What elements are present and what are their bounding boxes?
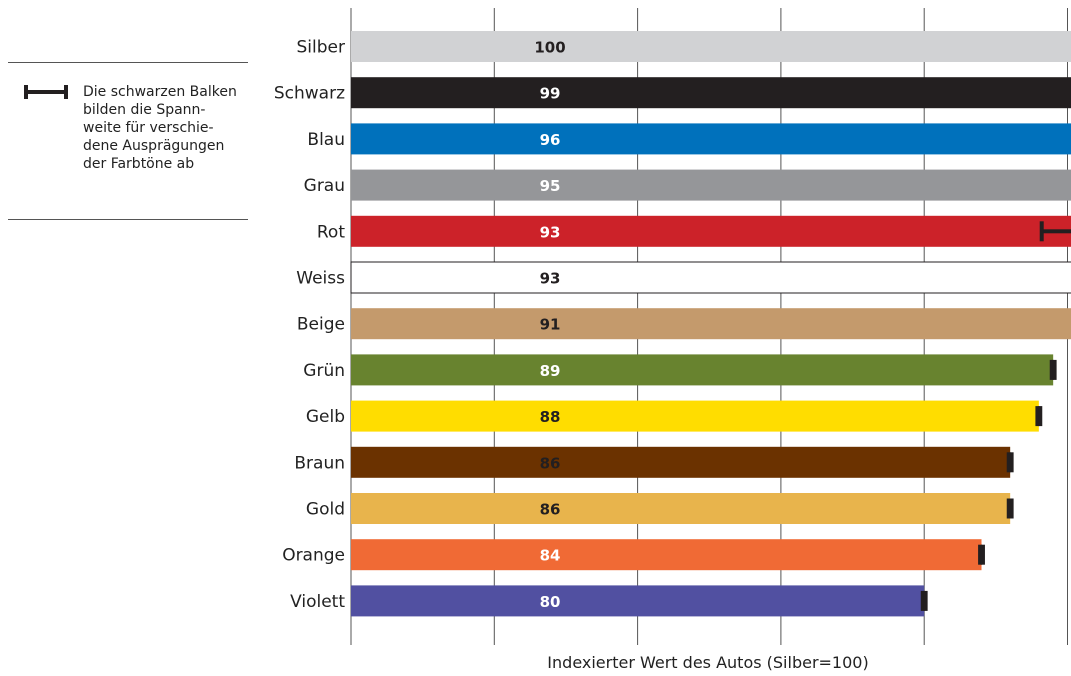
category-label: Gold: [306, 500, 345, 520]
range-cap: [1006, 498, 1011, 519]
range-cap: [1035, 406, 1040, 427]
range-cap: [1009, 498, 1014, 519]
range-cap: [980, 544, 985, 565]
bar: [351, 354, 1054, 386]
range-cap: [978, 544, 983, 565]
category-label: Beige: [297, 315, 345, 335]
legend-line: dene Ausprägungen: [83, 138, 225, 154]
bar: [351, 31, 1071, 62]
range-cap: [1039, 221, 1044, 242]
value-label: 96: [540, 131, 561, 149]
bar: [351, 77, 1071, 109]
legend-line: der Farbtöne ab: [83, 156, 195, 172]
bar: [351, 123, 1071, 155]
category-label: Schwarz: [274, 84, 345, 104]
category-labels: Silber Schwarz Blau Grau Rot Weiss Beige Grün Ge…: [274, 38, 345, 612]
value-label: 89: [540, 362, 561, 380]
value-label: 93: [540, 270, 561, 288]
range-bar-icon: [24, 85, 68, 99]
value-label: 91: [540, 316, 561, 334]
value-label: 88: [540, 408, 561, 426]
range-cap: [923, 590, 928, 611]
legend-text: Die schwarzen Balken bilden die Spann- w…: [83, 83, 248, 173]
range-cap: [1049, 359, 1054, 380]
bar: [351, 539, 982, 571]
value-label: 86: [540, 501, 561, 519]
range-legend: Die schwarzen Balken bilden die Spann- w…: [8, 62, 248, 220]
value-label: 100: [534, 39, 565, 57]
value-label: 84: [540, 547, 561, 565]
category-label: Gelb: [306, 407, 345, 427]
category-label: Weiss: [296, 269, 345, 289]
category-label: Orange: [282, 546, 345, 566]
legend-line: weite für verschie-: [83, 120, 214, 136]
value-label: 86: [540, 454, 561, 472]
range-cap: [920, 590, 925, 611]
bar: [351, 446, 1011, 478]
range-bar: [1041, 229, 1071, 234]
bar: [350, 261, 1071, 294]
value-label: 99: [540, 85, 561, 103]
range-cap: [1038, 406, 1043, 427]
range-cap: [1052, 359, 1057, 380]
category-label: Blau: [307, 130, 345, 150]
range-cap: [1009, 452, 1014, 473]
range-bars: [920, 221, 1071, 611]
category-label: Silber: [297, 38, 345, 58]
bar: [351, 585, 925, 617]
bars: [350, 31, 1071, 617]
x-axis-label: Indexierter Wert des Autos (Silber=100): [547, 653, 868, 672]
category-label: Grün: [303, 361, 345, 381]
range-cap: [1006, 452, 1011, 473]
category-label: Braun: [294, 453, 345, 473]
bar: [351, 400, 1039, 432]
value-label: 80: [540, 593, 561, 611]
legend-line: Die schwarzen Balken: [83, 84, 237, 100]
bar: [351, 308, 1071, 340]
value-label: 95: [540, 177, 561, 195]
category-label: Violett: [290, 592, 345, 612]
value-labels: 100 99 96 95 93 93 91 89 88 86 86 84 80: [534, 39, 565, 611]
category-label: Rot: [317, 222, 345, 242]
bar: [351, 215, 1071, 247]
bar: [351, 169, 1071, 201]
legend-line: bilden die Spann-: [83, 102, 206, 118]
bar: [351, 493, 1011, 524]
category-label: Grau: [304, 176, 345, 196]
value-label: 93: [540, 223, 561, 241]
